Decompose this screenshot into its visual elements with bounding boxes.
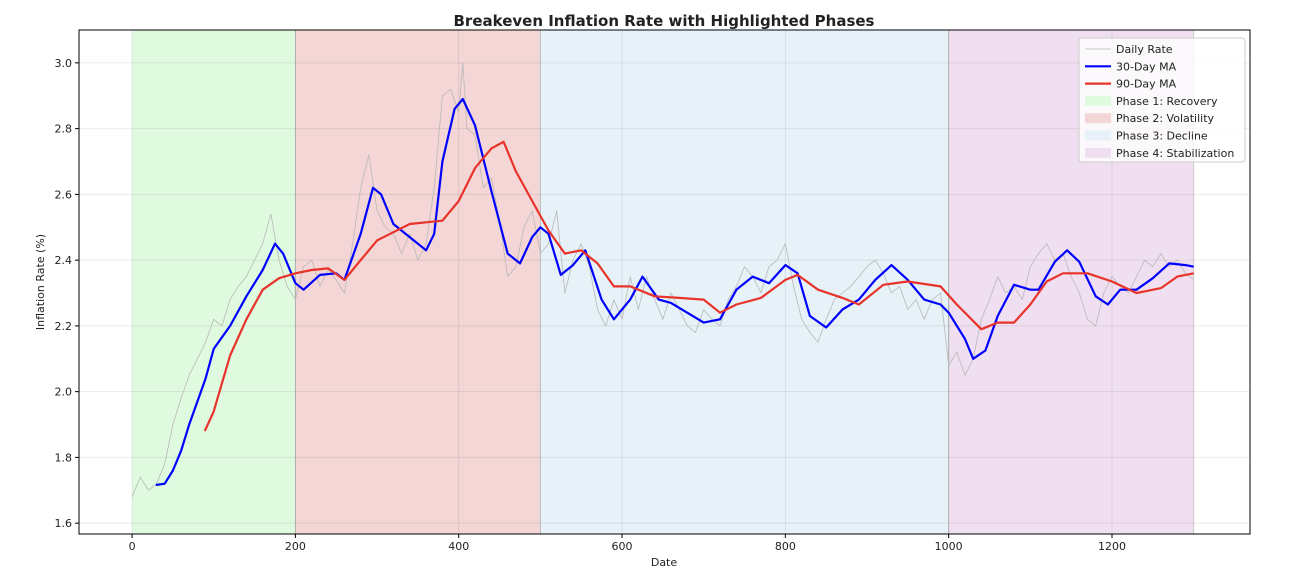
legend-label: 90-Day MA <box>1116 78 1177 91</box>
y-tick-label: 2.6 <box>55 188 73 201</box>
y-tick-label: 2.2 <box>55 320 73 333</box>
x-tick-label: 600 <box>612 540 633 553</box>
x-tick-label: 400 <box>448 540 469 553</box>
legend-swatch <box>1085 95 1111 106</box>
legend-label: 30-Day MA <box>1116 60 1177 73</box>
x-tick-label: 200 <box>285 540 306 553</box>
series-line-daily-rate <box>131 62 1194 497</box>
legend-label: Phase 2: Volatility <box>1116 112 1215 125</box>
y-tick-label: 1.6 <box>55 517 73 530</box>
x-tick-label: 1000 <box>935 540 963 553</box>
legend-label: Phase 3: Decline <box>1116 130 1208 143</box>
series-line-30-day-ma <box>155 97 1194 487</box>
y-tick-label: 2.0 <box>55 386 73 399</box>
legend-label: Daily Rate <box>1116 43 1173 56</box>
x-tick-label: 0 <box>129 540 136 553</box>
y-tick-label: 3.0 <box>55 57 73 70</box>
x-tick-label: 1200 <box>1098 540 1126 553</box>
series-line-90-day-ma <box>203 140 1194 432</box>
y-axis-label: Inflation Rate (%) <box>34 234 47 330</box>
y-tick-label: 2.4 <box>55 254 73 267</box>
legend-label: Phase 1: Recovery <box>1116 95 1218 108</box>
x-axis-label: Date <box>651 556 678 569</box>
y-tick-label: 1.8 <box>55 451 73 464</box>
legend-swatch <box>1085 113 1111 124</box>
phase-band-2 <box>295 30 541 534</box>
y-tick-label: 2.8 <box>55 123 73 136</box>
chart-title: Breakeven Inflation Rate with Highlighte… <box>454 12 875 30</box>
phase-band-1 <box>132 30 296 534</box>
legend-swatch <box>1085 147 1111 158</box>
x-tick-label: 800 <box>775 540 796 553</box>
plot-frame <box>78 29 1251 535</box>
legend <box>1078 37 1246 163</box>
legend-label: Phase 4: Stabilization <box>1116 147 1234 160</box>
legend-swatch <box>1085 130 1111 141</box>
